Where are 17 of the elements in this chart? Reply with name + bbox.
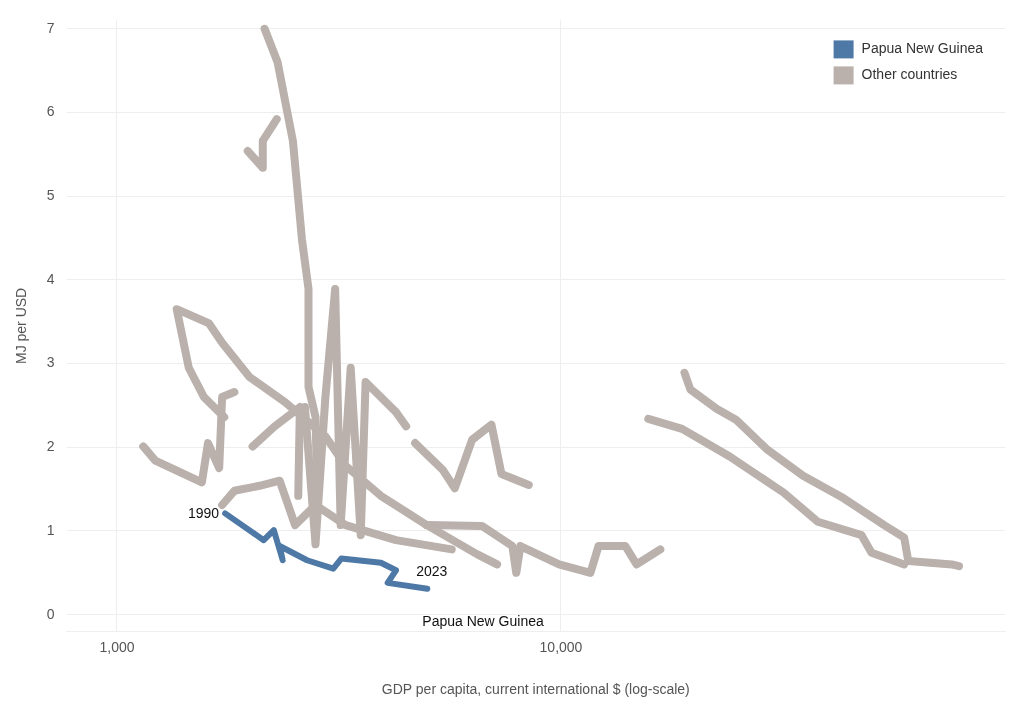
x-tick-label: 1,000 (99, 638, 135, 655)
y-tick-label: 0 (46, 605, 55, 622)
annotation: Papua New Guinea (422, 612, 544, 629)
x-axis-title: GDP per capita, current international $ (log-scale) (381, 681, 690, 698)
y-tick-label: 7 (46, 19, 55, 36)
annotation: 1990 (187, 505, 220, 522)
y-tick-label: 6 (46, 103, 55, 120)
annotation: 2023 (416, 562, 448, 579)
y-tick-label: 2 (46, 438, 55, 455)
y-tick-label: 1 (46, 521, 55, 538)
y-tick-label: 3 (46, 354, 55, 371)
legend-label: Other countries (861, 66, 958, 83)
y-tick-label: 4 (46, 270, 55, 287)
x-tick-label: 10,000 (539, 638, 583, 655)
y-tick-label: 5 (46, 187, 55, 204)
y-axis-title: MJ per USD (13, 287, 30, 365)
legend-label: Papua New Guinea (861, 40, 984, 57)
